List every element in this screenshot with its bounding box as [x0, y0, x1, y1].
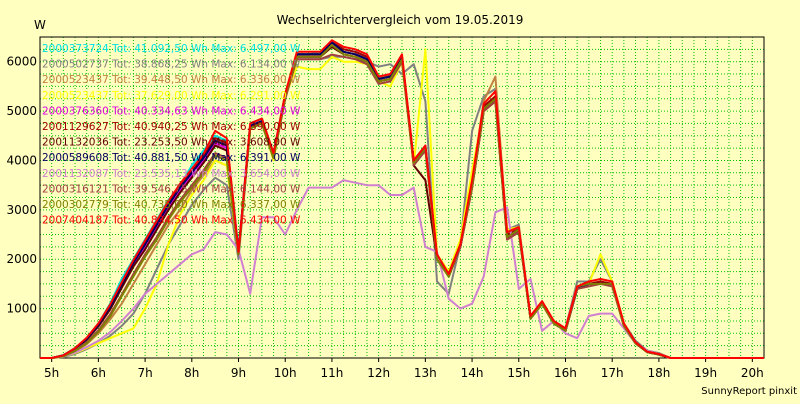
x-tick-label: 20h [741, 366, 764, 380]
series-lines [40, 39, 764, 359]
x-tick-label: 8h [184, 366, 199, 380]
y-tick-label: 2000 [6, 252, 37, 266]
x-tick-label: 19h [694, 366, 717, 380]
legend-entry: 2000589608 Tot: 40.881,50 Wh Max: 6.391,… [42, 152, 301, 164]
legend-entry: 2000316121 Tot: 39.546,75 Wh Max: 6.144,… [42, 183, 301, 195]
y-tick-label: 5000 [6, 104, 37, 118]
footer-credit: SunnyReport pinxit [701, 386, 797, 397]
legend-entry: 2007404187 Tot: 40.834,50 Wh Max: 6.434,… [42, 215, 301, 227]
x-tick-label: 11h [320, 366, 343, 380]
x-tick-label: 10h [274, 366, 297, 380]
x-tick-label: 5h [44, 366, 59, 380]
legend: 2000373724 Tot: 41.092,50 Wh Max: 6.497,… [42, 43, 301, 227]
legend-entry: 2001132087 Tot: 23.535,13 Wh Max: 3.654,… [42, 168, 301, 180]
x-tick-label: 14h [461, 366, 484, 380]
y-tick-label: 4000 [6, 153, 37, 167]
legend-entry: 2000302779 Tot: 40.735,00 Wh Max: 6.337,… [42, 199, 301, 211]
x-tick-label: 6h [91, 366, 106, 380]
legend-entry: 2000373724 Tot: 41.092,50 Wh Max: 6.497,… [42, 43, 301, 55]
x-tick-label: 16h [554, 366, 577, 380]
legend-entry: 2001132036 Tot: 23.253,50 Wh Max: 3.608,… [42, 137, 301, 149]
legend-entry: 2000523437 Tot: 37.629,00 Wh Max: 6.291,… [42, 90, 301, 102]
legend-entry: 2001129627 Tot: 40.940,25 Wh Max: 6.390,… [42, 121, 301, 133]
x-tick-label: 9h [231, 366, 246, 380]
legend-entry: 2000502737 Tot: 38.868,25 Wh Max: 6.134,… [42, 59, 301, 71]
y-axis-label: W [34, 18, 46, 32]
legend-entry: 2000523437 Tot: 39.448,50 Wh Max: 6.336,… [42, 74, 301, 86]
y-tick-label: 3000 [6, 203, 37, 217]
x-tick-label: 15h [507, 366, 530, 380]
x-tick-label: 7h [137, 366, 152, 380]
x-tick-label: 12h [367, 366, 390, 380]
axes: 1000 2000 3000 4000 5000 6000 5h 6h 7h 8h 9h 10h 11h… [6, 36, 765, 380]
y-tick-label: 6000 [6, 55, 37, 69]
series-line [40, 39, 764, 359]
x-tick-label: 18h [647, 366, 670, 380]
plot-frame [39, 36, 765, 359]
legend-entry: 2000376360 Tot: 40.334,63 Wh Max: 6.434,… [42, 105, 301, 117]
y-tick-label: 1000 [6, 302, 37, 316]
x-tick-label: 17h [601, 366, 624, 380]
x-tick-label: 13h [414, 366, 437, 380]
chart-title: Wechselrichtervergleich vom 19.05.2019 [277, 13, 524, 27]
